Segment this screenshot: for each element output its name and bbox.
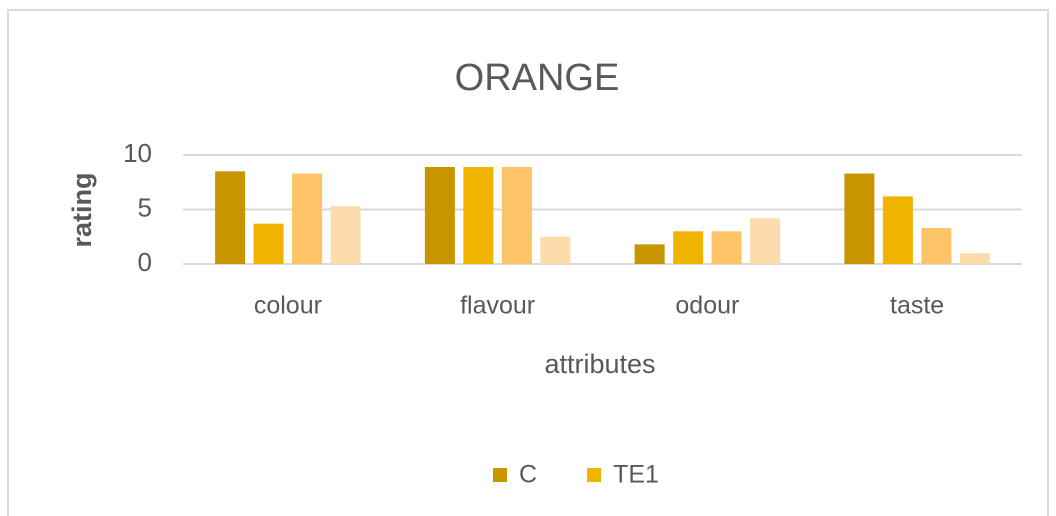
- bar: [253, 223, 284, 264]
- bar: [959, 253, 990, 264]
- bar: [673, 231, 704, 264]
- bar: [501, 166, 532, 264]
- bar: [540, 236, 571, 264]
- y-axis-label: rating: [67, 172, 97, 247]
- bar: [463, 166, 494, 264]
- y-tick-label: 5: [138, 192, 152, 222]
- bar: [882, 196, 913, 264]
- legend-label: TE1: [613, 461, 659, 489]
- x-tick-label: flavour: [460, 292, 535, 320]
- bar: [634, 244, 665, 264]
- x-axis-label: attributes: [544, 349, 655, 379]
- x-tick-label: odour: [675, 292, 739, 320]
- bar: [750, 218, 781, 264]
- bar: [215, 171, 246, 264]
- legend-swatch: [493, 468, 507, 482]
- x-tick-label: colour: [254, 292, 322, 320]
- legend-swatch: [587, 468, 602, 482]
- y-tick-label: 10: [123, 138, 152, 168]
- chart-title: ORANGE: [455, 57, 620, 99]
- bar: [292, 173, 323, 264]
- bar: [424, 166, 455, 264]
- bar: [921, 228, 952, 264]
- legend-label: C: [519, 461, 537, 489]
- bar: [711, 231, 742, 264]
- y-tick-label: 0: [138, 247, 152, 277]
- bar: [330, 206, 361, 264]
- x-tick-label: taste: [890, 292, 944, 320]
- bar: [844, 173, 875, 264]
